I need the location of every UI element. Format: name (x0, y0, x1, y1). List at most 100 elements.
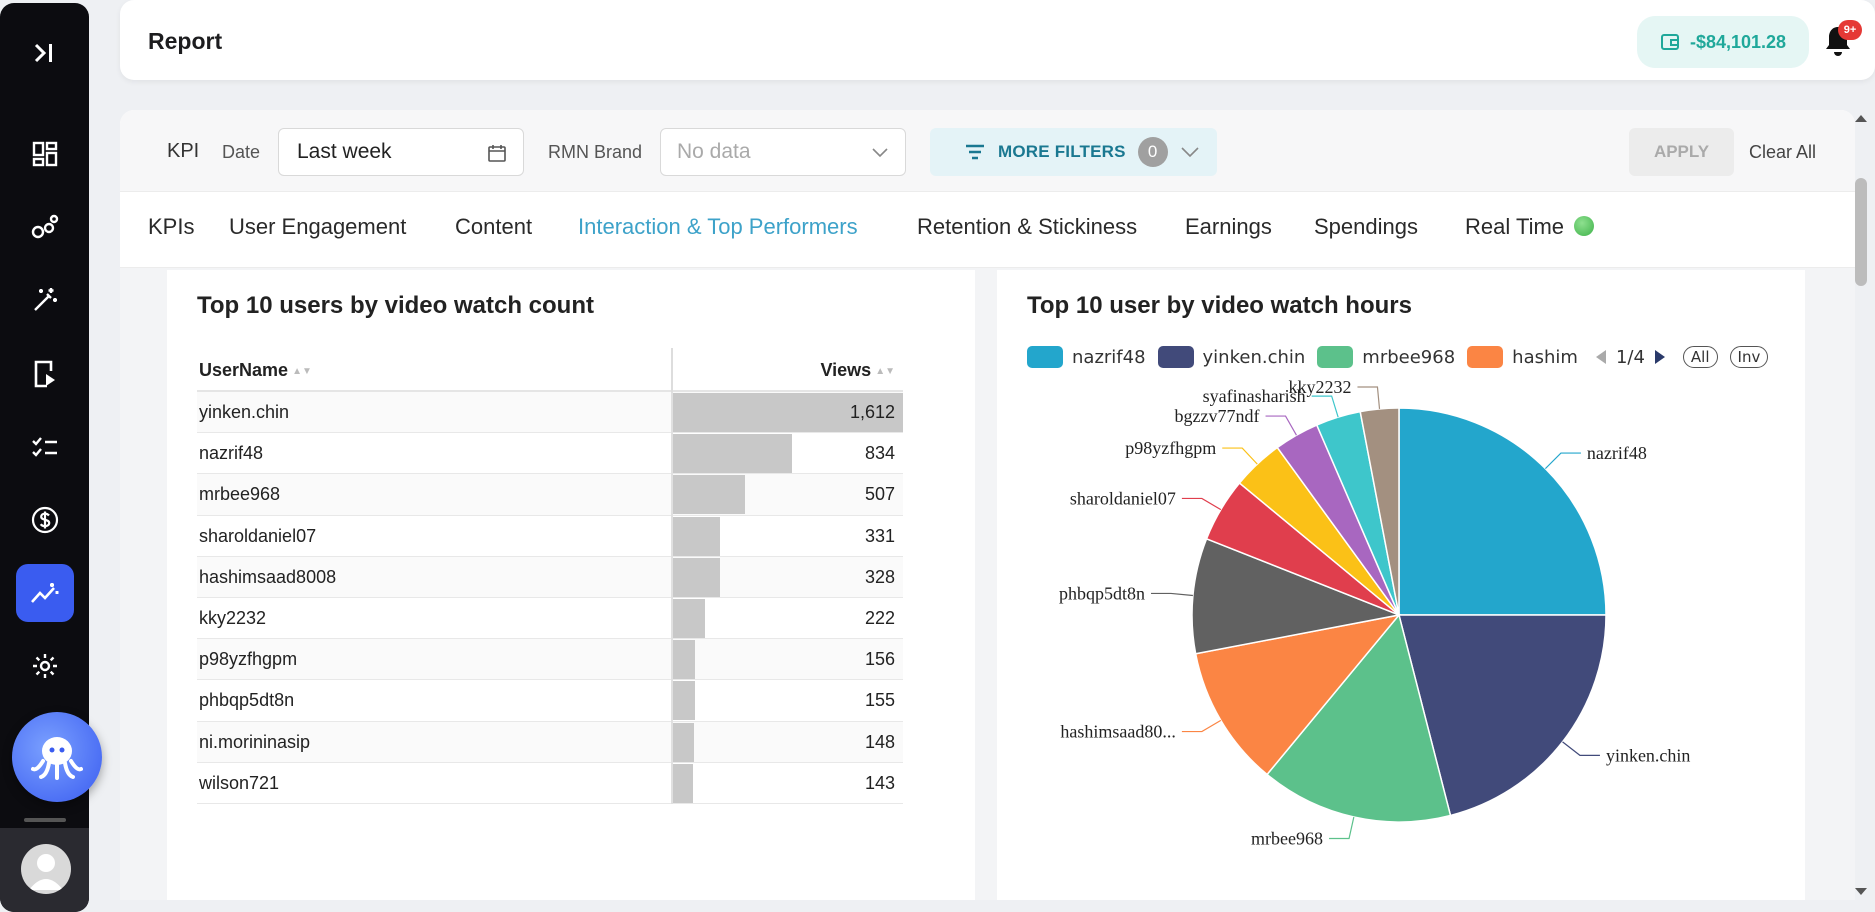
avatar[interactable] (21, 844, 71, 894)
views-bar (673, 393, 903, 432)
wallet-icon (1660, 34, 1679, 50)
col-username-header[interactable]: UserName ▲▼ (199, 360, 312, 381)
cell-views: 1,612 (849, 402, 895, 422)
pie-label-line (1329, 816, 1355, 840)
legend-pager: 1/4 All Inv (1594, 346, 1769, 368)
tab-content[interactable]: Content (455, 214, 533, 239)
pie-slice[interactable] (1398, 614, 1607, 817)
table-row[interactable]: kky2232 222 (197, 597, 903, 640)
octopus-assistant-icon[interactable] (12, 712, 102, 802)
legend-all-button[interactable]: All (1682, 346, 1718, 368)
chevron-down-icon (1181, 147, 1199, 158)
cell-username: kky2232 (199, 607, 267, 628)
apply-button[interactable]: APPLY (1629, 128, 1734, 176)
rmn-brand-select[interactable]: No data (660, 128, 906, 176)
table-row[interactable]: sharoldaniel07 331 (197, 515, 903, 557)
rmn-brand-placeholder: No data (677, 140, 751, 163)
tab-earnings[interactable]: Earnings (1185, 214, 1272, 239)
table-row[interactable]: mrbee968 507 (197, 474, 903, 516)
cell-views: 222 (864, 607, 895, 628)
expand-sidebar-icon[interactable] (28, 36, 62, 70)
column-divider (671, 597, 673, 640)
pie-label-line (1222, 447, 1258, 465)
table-row[interactable]: ni.morininasip 148 (197, 721, 903, 763)
tab-spendings[interactable]: Spendings (1314, 214, 1418, 239)
watch-hours-pie-chart: nazrif48 yinken.chin mrbee968 hashimsaad80.… (1059, 377, 1690, 848)
cell-views: 331 (864, 525, 895, 546)
filter-count-badge: 0 (1137, 137, 1168, 167)
checklist-icon[interactable] (28, 430, 62, 464)
cell-views: 155 (864, 690, 895, 711)
balance-amount: -$84,101.28 (1689, 31, 1787, 52)
table-row[interactable]: yinken.chin 1,612 (197, 392, 903, 434)
filter-icon (966, 144, 984, 160)
pie-label: syafinasharish (1203, 386, 1306, 406)
next-page-icon[interactable] (1653, 348, 1667, 366)
dashboard-icon[interactable] (28, 137, 62, 171)
tab-interaction-top-performers[interactable]: Interaction & Top Performers (578, 214, 858, 239)
column-divider (671, 348, 673, 392)
pie-slice[interactable] (1265, 613, 1452, 823)
column-divider (671, 556, 673, 598)
views-bar (673, 763, 694, 803)
views-bar (673, 434, 792, 474)
table-row[interactable]: nazrif48 834 (197, 433, 903, 475)
pie-label-line (1181, 719, 1222, 733)
dollar-icon[interactable] (28, 503, 62, 537)
live-status-dot (1574, 216, 1595, 236)
nodes-icon[interactable] (28, 210, 62, 244)
column-divider (671, 474, 673, 516)
legend-item[interactable]: mrbee968 (1317, 346, 1455, 368)
cell-views: 328 (864, 566, 895, 587)
magic-wand-icon[interactable] (28, 283, 62, 317)
scrollbar[interactable] (1851, 110, 1871, 900)
calendar-icon (488, 145, 506, 162)
wallet-balance[interactable]: -$84,101.28 (1637, 16, 1809, 68)
chart-legend: nazrif48 yinken.chin mrbee968 hashim 1/4… (1027, 342, 1769, 372)
table-row[interactable]: hashimsaad8008 328 (197, 556, 903, 598)
table-row[interactable]: wilson721 143 (197, 762, 903, 804)
watch-count-title: Top 10 users by video watch count (197, 292, 594, 319)
legend-item[interactable]: yinken.chin (1157, 346, 1306, 368)
prev-page-icon[interactable] (1594, 348, 1608, 366)
cell-username: nazrif48 (199, 443, 264, 464)
tab-user-engagement[interactable]: User Engagement (229, 214, 407, 239)
sidebar (0, 3, 102, 912)
table-row[interactable]: p98yzfhgpm 156 (197, 639, 903, 681)
pie-slice[interactable] (1191, 537, 1402, 655)
legend-swatch (1317, 346, 1354, 368)
pie-label-line (1151, 592, 1193, 597)
report-tabs: KPIs User Engagement Content Interaction… (120, 192, 1855, 349)
tab-kpis[interactable]: KPIs (148, 214, 195, 239)
page-header: Report -$84,101.28 9+ (120, 0, 1875, 80)
mobile-video-icon[interactable] (28, 357, 62, 391)
legend-item[interactable]: nazrif48 (1027, 346, 1146, 368)
more-filters-button[interactable]: MORE FILTERS 0 (930, 128, 1217, 176)
tab-retention-stickiness[interactable]: Retention & Stickiness (917, 214, 1138, 239)
pie-slice[interactable] (1194, 613, 1401, 776)
column-divider (671, 762, 673, 804)
clear-all-button[interactable]: Clear All (1749, 142, 1817, 162)
cell-views: 834 (864, 443, 895, 464)
legend-item[interactable]: hashim (1467, 346, 1578, 368)
col-views-header[interactable]: Views ▲▼ (820, 360, 895, 381)
scrollbar-thumb[interactable] (1855, 178, 1867, 286)
analytics-icon[interactable] (28, 576, 62, 610)
date-picker[interactable]: Last week (278, 128, 524, 176)
pie-label: phbqp5dt8n (1059, 583, 1145, 603)
more-filters-label: MORE FILTERS (998, 142, 1126, 161)
legend-inverse-button[interactable]: Inv (1729, 346, 1769, 368)
pie-label: mrbee968 (1251, 828, 1323, 848)
legend-label: yinken.chin (1202, 346, 1306, 368)
column-divider (671, 639, 673, 681)
filter-bar: KPI Date Last week RMN Brand No data MOR… (120, 110, 1855, 192)
analytics-nav-active[interactable] (16, 564, 74, 622)
gear-icon[interactable] (28, 649, 62, 683)
views-bar (673, 722, 695, 762)
legend-swatch (1027, 346, 1063, 368)
watch-count-table: UserName ▲▼ Views ▲▼ yinken.chin 1,612 nazri… (197, 348, 903, 804)
legend-swatch (1157, 346, 1194, 368)
tab-real-time[interactable]: Real Time (1465, 214, 1595, 240)
table-row[interactable]: phbqp5dt8n 155 (197, 680, 903, 722)
pie-slice[interactable] (1398, 407, 1607, 616)
